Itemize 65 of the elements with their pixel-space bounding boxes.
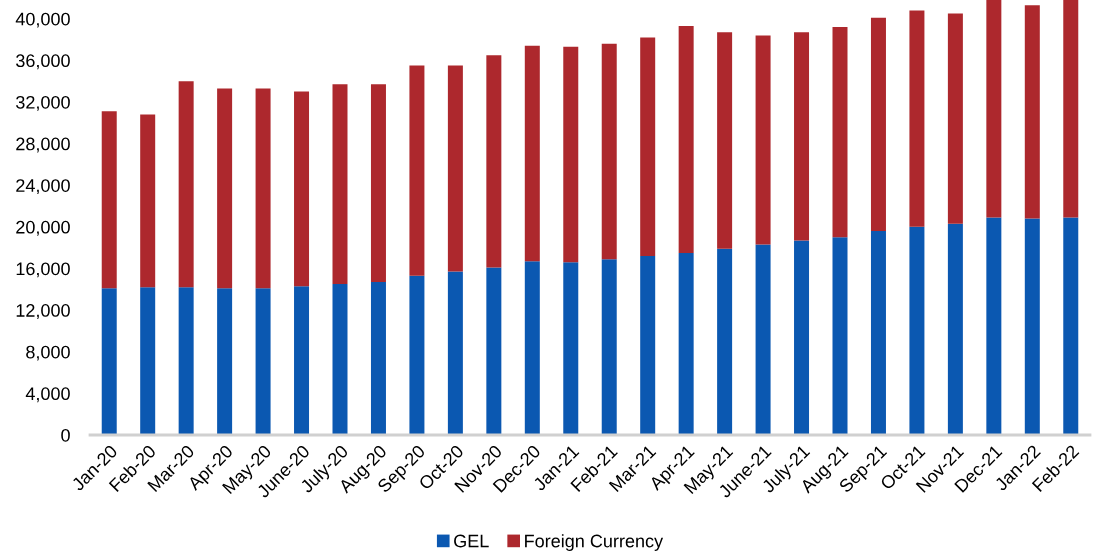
bar: [101, 288, 117, 435]
bar: [370, 282, 386, 435]
bar: [178, 81, 194, 288]
bar: [909, 10, 925, 227]
y-tick-label: 24,000: [16, 179, 70, 195]
bar: [217, 88, 233, 289]
bar: [1024, 218, 1040, 435]
bar: [986, 0, 1002, 218]
y-tick-label: 0: [61, 428, 70, 442]
bar: [294, 286, 310, 435]
bar: [870, 231, 886, 435]
bar: [755, 35, 771, 245]
bar: [832, 27, 848, 238]
bar: [794, 240, 810, 435]
bar: [717, 248, 733, 435]
y-tick-label: 36,000: [16, 54, 70, 70]
bar: [640, 37, 656, 256]
bar: [409, 275, 425, 435]
bar: [563, 46, 579, 263]
bar: [140, 287, 156, 435]
bar: [1063, 217, 1079, 435]
bar: [255, 288, 271, 435]
bar: [986, 217, 1002, 435]
bar: [563, 262, 579, 435]
y-tick-label: 28,000: [16, 137, 70, 153]
bar: [755, 244, 771, 435]
legend-label: GEL: [454, 534, 489, 548]
bar: [1024, 5, 1040, 219]
bar: [332, 284, 348, 435]
bar: [101, 111, 117, 289]
y-tick-label: 20,000: [16, 220, 70, 236]
bar: [601, 259, 617, 435]
bar: [447, 65, 463, 272]
bar: [678, 26, 694, 253]
bar: [486, 55, 502, 268]
bar: [524, 45, 540, 262]
bar: [370, 84, 386, 283]
bar: [294, 91, 310, 287]
bar: [409, 65, 425, 276]
y-tick-label: 4,000: [25, 387, 70, 403]
bar: [909, 226, 925, 435]
bar: [178, 287, 194, 435]
bar: [524, 261, 540, 435]
y-tick-label: 16,000: [16, 262, 70, 278]
bar: [1063, 0, 1079, 218]
bar: [447, 271, 463, 435]
bar: [717, 32, 733, 249]
y-tick-label: 32,000: [16, 95, 70, 111]
y-tick-label: 12,000: [16, 304, 70, 319]
bar: [255, 88, 271, 289]
legend-label: Foreign Currency: [525, 534, 664, 551]
bar: [217, 288, 233, 435]
bar: [140, 114, 156, 288]
bar: [332, 84, 348, 285]
bar: [947, 223, 963, 435]
bar: [601, 43, 617, 260]
y-tick-label: 40,000: [15, 12, 70, 28]
bar: [486, 267, 502, 435]
bar: [678, 252, 694, 435]
bar: [832, 237, 848, 435]
bar: [947, 13, 963, 224]
bar: [640, 256, 656, 435]
bar: [870, 17, 886, 232]
y-tick-label: 8,000: [26, 345, 70, 361]
bar: [794, 32, 810, 241]
